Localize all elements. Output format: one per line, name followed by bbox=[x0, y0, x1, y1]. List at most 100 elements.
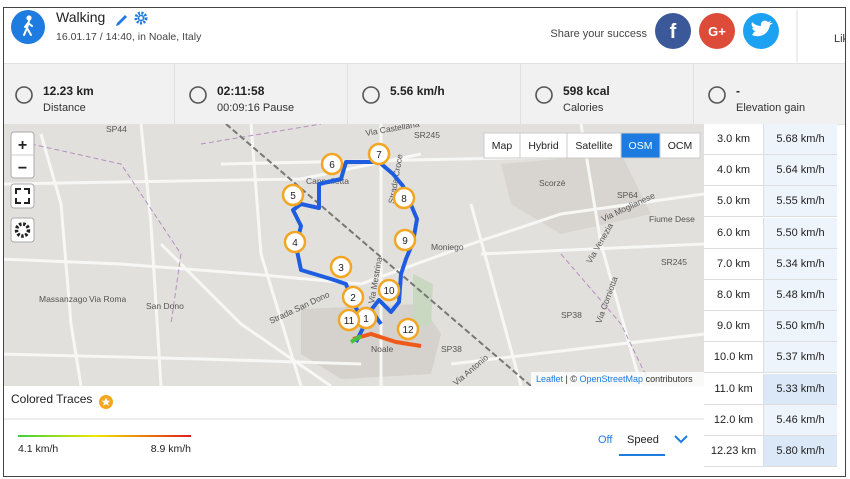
stat-icon bbox=[362, 86, 380, 104]
split-speed: 5.46 km/h bbox=[763, 404, 837, 436]
split-speed: 5.68 km/h bbox=[763, 124, 837, 155]
edit-icon[interactable] bbox=[116, 15, 127, 26]
marker[interactable] bbox=[337, 308, 361, 332]
stat-icon bbox=[535, 86, 553, 104]
marker-label: 8 bbox=[401, 194, 407, 205]
marker-label: 2 bbox=[350, 293, 356, 304]
fullscreen-button[interactable] bbox=[10, 183, 35, 209]
split-distance: 10.0 km bbox=[704, 342, 763, 374]
stat-cell: - Elevation gain bbox=[693, 64, 845, 124]
split-distance: 9.0 km bbox=[704, 311, 763, 343]
stat-value: - bbox=[736, 84, 740, 98]
place-label: San Dono bbox=[146, 301, 184, 311]
boundary bbox=[30, 143, 182, 325]
off-toggle[interactable]: Off bbox=[598, 434, 613, 446]
attribution-part: | © bbox=[563, 374, 577, 384]
attribution-part[interactable]: Leaflet bbox=[536, 374, 564, 384]
stat-label: 00:09:16 Pause bbox=[217, 102, 295, 114]
star-glyph bbox=[101, 397, 111, 406]
marker[interactable] bbox=[329, 255, 353, 279]
facebook-button[interactable] bbox=[655, 13, 691, 49]
marker[interactable] bbox=[367, 142, 391, 166]
split-distance: 7.0 km bbox=[704, 248, 763, 280]
split-speed: 5.50 km/h bbox=[763, 217, 837, 249]
marker[interactable] bbox=[320, 152, 344, 176]
marker[interactable] bbox=[341, 285, 365, 309]
facebook-glyph: f bbox=[670, 21, 677, 43]
layer-label: OSM bbox=[629, 140, 653, 152]
marker-label: 4 bbox=[292, 238, 298, 249]
split-speed: 5.48 km/h bbox=[763, 280, 837, 311]
layer-button[interactable] bbox=[566, 132, 622, 159]
split-distance: 12.0 km bbox=[704, 404, 763, 436]
road bbox=[159, 242, 332, 386]
road bbox=[139, 124, 163, 386]
split-speed: 5.80 km/h bbox=[763, 436, 837, 467]
share-label: Share your success bbox=[550, 28, 647, 40]
settings-button[interactable] bbox=[10, 217, 35, 243]
road bbox=[360, 192, 704, 286]
road bbox=[450, 332, 704, 366]
attribution-part[interactable]: OpenStreetMap bbox=[577, 374, 643, 384]
marker[interactable] bbox=[377, 278, 401, 302]
zoom-button[interactable]: + bbox=[18, 137, 27, 154]
split-distance: 11.0 km bbox=[704, 373, 763, 405]
split-distance: 5.0 km bbox=[704, 186, 763, 218]
attribution-box bbox=[531, 372, 704, 386]
like-cut: Lik bbox=[834, 33, 845, 45]
layer-button[interactable] bbox=[620, 132, 661, 159]
marker[interactable] bbox=[393, 228, 417, 252]
road bbox=[249, 124, 303, 386]
stat-label: Elevation gain bbox=[736, 102, 806, 114]
split-speed: 5.64 km/h bbox=[763, 155, 837, 187]
layer-label: Satellite bbox=[575, 140, 613, 152]
zoom-button[interactable]: − bbox=[18, 160, 27, 177]
place-label: Massanzago bbox=[39, 294, 87, 304]
settings-icon[interactable] bbox=[134, 11, 148, 25]
route-fast bbox=[352, 331, 422, 348]
marker[interactable] bbox=[283, 230, 307, 254]
stat-icon bbox=[15, 86, 33, 104]
dropdown-chevron[interactable] bbox=[674, 435, 688, 444]
stats-bar: 12.23 km Distance 02:11:58 00:09:16 Pause 5.… bbox=[4, 63, 845, 125]
layer-button[interactable] bbox=[483, 132, 521, 159]
split-speed: 5.34 km/h bbox=[763, 248, 837, 280]
twitter-glyph bbox=[751, 20, 773, 37]
road bbox=[480, 242, 704, 256]
traces-title: Colored Traces bbox=[11, 392, 92, 406]
legend-max: 8.9 km/h bbox=[151, 443, 191, 455]
place-label: Fiume Dese bbox=[649, 214, 695, 224]
place-label: Scorzè bbox=[539, 178, 566, 188]
icon-shape bbox=[535, 86, 553, 104]
marker-label: 6 bbox=[329, 160, 335, 171]
place-label: SP38 bbox=[561, 310, 582, 320]
split-distance: 6.0 km bbox=[704, 217, 763, 249]
legend-min: 4.1 km/h bbox=[18, 443, 58, 455]
place-label: Moniego bbox=[431, 242, 464, 252]
layer-label: Hybrid bbox=[528, 140, 559, 152]
layer-label: Map bbox=[492, 140, 513, 152]
marker[interactable] bbox=[396, 317, 420, 341]
place-label: SP44 bbox=[106, 124, 127, 134]
marker[interactable] bbox=[281, 183, 305, 207]
stat-cell: 5.56 km/h bbox=[347, 64, 521, 124]
layer-button[interactable] bbox=[519, 132, 568, 159]
layer-label: OCM bbox=[668, 140, 693, 152]
marker-label: 9 bbox=[402, 236, 408, 247]
google-button[interactable] bbox=[699, 13, 735, 49]
stat-cell: 12.23 km Distance bbox=[4, 64, 174, 124]
place-label: SP38 bbox=[441, 344, 462, 354]
stat-value: 02:11:58 bbox=[217, 84, 265, 98]
icon-shape bbox=[362, 86, 380, 104]
place-label: SP64 bbox=[617, 190, 638, 200]
marker-label: 7 bbox=[376, 150, 382, 161]
app-frame: Walking 16.01.17 / 14:40, in Noale, Ital… bbox=[3, 7, 846, 477]
layer-button[interactable] bbox=[659, 132, 701, 159]
marker-label: 3 bbox=[338, 263, 344, 274]
town-area bbox=[501, 154, 651, 234]
mode-select[interactable]: Speed bbox=[627, 434, 659, 446]
speed-gradient bbox=[18, 435, 191, 437]
marker[interactable] bbox=[392, 186, 416, 210]
